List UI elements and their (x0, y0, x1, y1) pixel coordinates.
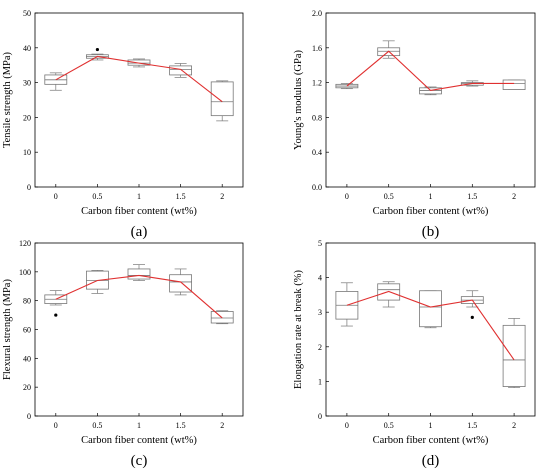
y-tick-label: 10 (23, 148, 31, 157)
x-axis-label: Carbon fiber content (wt%) (373, 206, 489, 217)
y-tick-label: 0.8 (312, 113, 322, 122)
x-tick-label: 1.5 (176, 192, 186, 201)
x-axis-label: Carbon fiber content (wt%) (373, 435, 489, 446)
x-axis-label: Carbon fiber content (wt%) (81, 206, 197, 217)
plot-frame (325, 12, 536, 188)
x-tick-label: 2 (220, 421, 224, 430)
y-tick-label: 20 (23, 113, 31, 122)
y-tick-label: 30 (23, 79, 31, 88)
y-tick-label: 1.2 (312, 79, 322, 88)
x-tick-label: 1.5 (467, 192, 477, 201)
panel-label: (d) (422, 453, 440, 469)
x-tick-label: 0 (54, 421, 58, 430)
box-iqr (127, 268, 151, 280)
box-iqr (169, 65, 193, 76)
y-tick-label: 2.0 (312, 9, 322, 18)
x-tick-label: 1 (137, 192, 141, 201)
y-tick-label: 2 (318, 343, 322, 352)
panel-a-tensile-strength: 0 10 20 30 40 50 0 0.5 1 1.5 2 Carbon fiber content… (2, 9, 244, 240)
y-tick-label: 3 (318, 308, 322, 317)
x-tick-label: 0.5 (92, 192, 102, 201)
y-tick-label: 0 (27, 412, 31, 421)
y-tick-label: 0 (27, 183, 31, 192)
x-tick-label: 1.5 (467, 421, 477, 430)
trend-line (346, 50, 515, 92)
y-tick-label: 40 (23, 44, 31, 53)
y-axis-label: Flexural strength (MPa) (2, 279, 13, 380)
y-tick-label: 100 (19, 268, 31, 277)
outlier-point (54, 313, 58, 317)
y-tick-label: 0 (318, 412, 322, 421)
x-tick-label: 0 (345, 192, 349, 201)
box-iqr (502, 324, 526, 387)
y-tick-label: 1.6 (312, 44, 322, 53)
x-tick-label: 0.5 (384, 192, 394, 201)
y-tick-label: 20 (23, 383, 31, 392)
panel-b-youngs-modulus: 0.0 0.4 0.8 1.2 1.6 2.0 0 0.5 1 1.5 2 Carbon fiber … (293, 9, 536, 240)
y-tick-label: 50 (23, 9, 31, 18)
y-tick-label: 0.4 (312, 148, 322, 157)
y-tick-label: 40 (23, 354, 31, 363)
box-iqr (210, 81, 234, 117)
x-tick-label: 0 (345, 421, 349, 430)
outlier-point (95, 47, 99, 52)
x-tick-label: 1 (137, 421, 141, 430)
y-tick-label: 80 (23, 297, 31, 306)
y-tick-label: 4 (318, 274, 322, 283)
x-tick-label: 1 (429, 192, 433, 201)
y-tick-label: 120 (19, 239, 31, 248)
panel-d-elongation-at-break: 0 1 2 3 4 5 0 0.5 1 1.5 2 Carbon fiber content (wt%… (293, 239, 536, 469)
x-tick-label: 0 (54, 192, 58, 201)
trend-line (346, 290, 515, 361)
x-tick-label: 0.5 (384, 421, 394, 430)
panel-c-flexural-strength: 0 20 40 60 80 100 120 0 0.5 1 1.5 2 Carbon fiber con… (2, 239, 244, 469)
box-iqr (169, 274, 193, 293)
y-tick-label: 0.0 (312, 183, 322, 192)
x-tick-label: 2 (512, 192, 516, 201)
panel-label: (b) (422, 224, 440, 240)
y-axis-label: Elongation rate at break (%) (293, 270, 304, 389)
x-tick-label: 1 (429, 421, 433, 430)
y-axis-label: Young's modulus (GPa) (293, 49, 304, 150)
panel-label: (c) (131, 453, 148, 469)
box-iqr (502, 79, 526, 90)
x-tick-label: 1.5 (176, 421, 186, 430)
trend-line (55, 274, 223, 319)
y-tick-label: 5 (318, 239, 322, 248)
y-tick-label: 1 (318, 377, 322, 386)
y-axis-label: Tensile strength (MPa) (2, 51, 13, 148)
box-iqr (419, 290, 442, 328)
outlier-point (470, 315, 474, 319)
trend-line (55, 55, 223, 103)
x-tick-label: 0.5 (92, 421, 102, 430)
panel-label: (a) (131, 224, 148, 240)
x-axis-label: Carbon fiber content (wt%) (81, 435, 197, 446)
y-tick-label: 60 (23, 326, 31, 335)
x-tick-label: 2 (512, 421, 516, 430)
x-tick-label: 2 (220, 192, 224, 201)
